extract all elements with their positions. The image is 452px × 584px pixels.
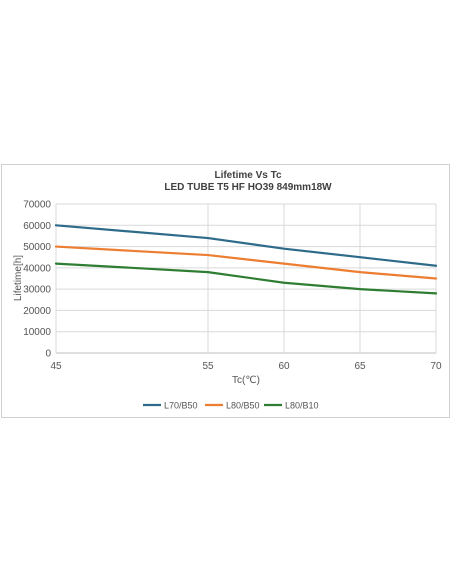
- x-tick-label: 65: [354, 361, 366, 372]
- chart-subtitle: LED TUBE T5 HF HO39 849mm18W: [164, 182, 332, 193]
- y-tick-label: 50000: [23, 242, 51, 253]
- y-tick-label: 30000: [23, 285, 51, 296]
- legend-label: L80/B50: [226, 401, 260, 411]
- grid-lines: [55, 203, 437, 354]
- y-tick-label: 0: [45, 349, 51, 360]
- x-tick-label: 70: [430, 361, 442, 372]
- x-tick-label: 45: [50, 361, 62, 372]
- y-tick-label: 20000: [23, 306, 51, 317]
- legend-label: L70/B50: [164, 401, 198, 411]
- y-tick-label: 40000: [23, 263, 51, 274]
- series-line-l70-b50: [54, 224, 438, 267]
- y-axis-label: Lifetime[h]: [13, 255, 24, 301]
- series-lines: [54, 224, 438, 295]
- x-axis-label: Tc(℃): [232, 375, 260, 386]
- y-tick-label: 70000: [23, 200, 51, 211]
- series-line-l80-b50: [54, 245, 438, 280]
- legend: L70/B50 L80/B50 L80/B10: [143, 401, 319, 411]
- chart-title: Lifetime Vs Tc: [214, 170, 281, 181]
- y-tick-labels: 0 10000 20000 30000 40000 50000 60000 70000: [23, 200, 51, 360]
- series-line-l80-b10: [54, 262, 438, 295]
- x-tick-label: 55: [202, 361, 214, 372]
- x-tick-labels: 45 55 60 65 70: [50, 361, 442, 372]
- y-tick-label: 60000: [23, 221, 51, 232]
- legend-label: L80/B10: [285, 401, 319, 411]
- x-tick-label: 60: [278, 361, 290, 372]
- y-tick-label: 10000: [23, 327, 51, 338]
